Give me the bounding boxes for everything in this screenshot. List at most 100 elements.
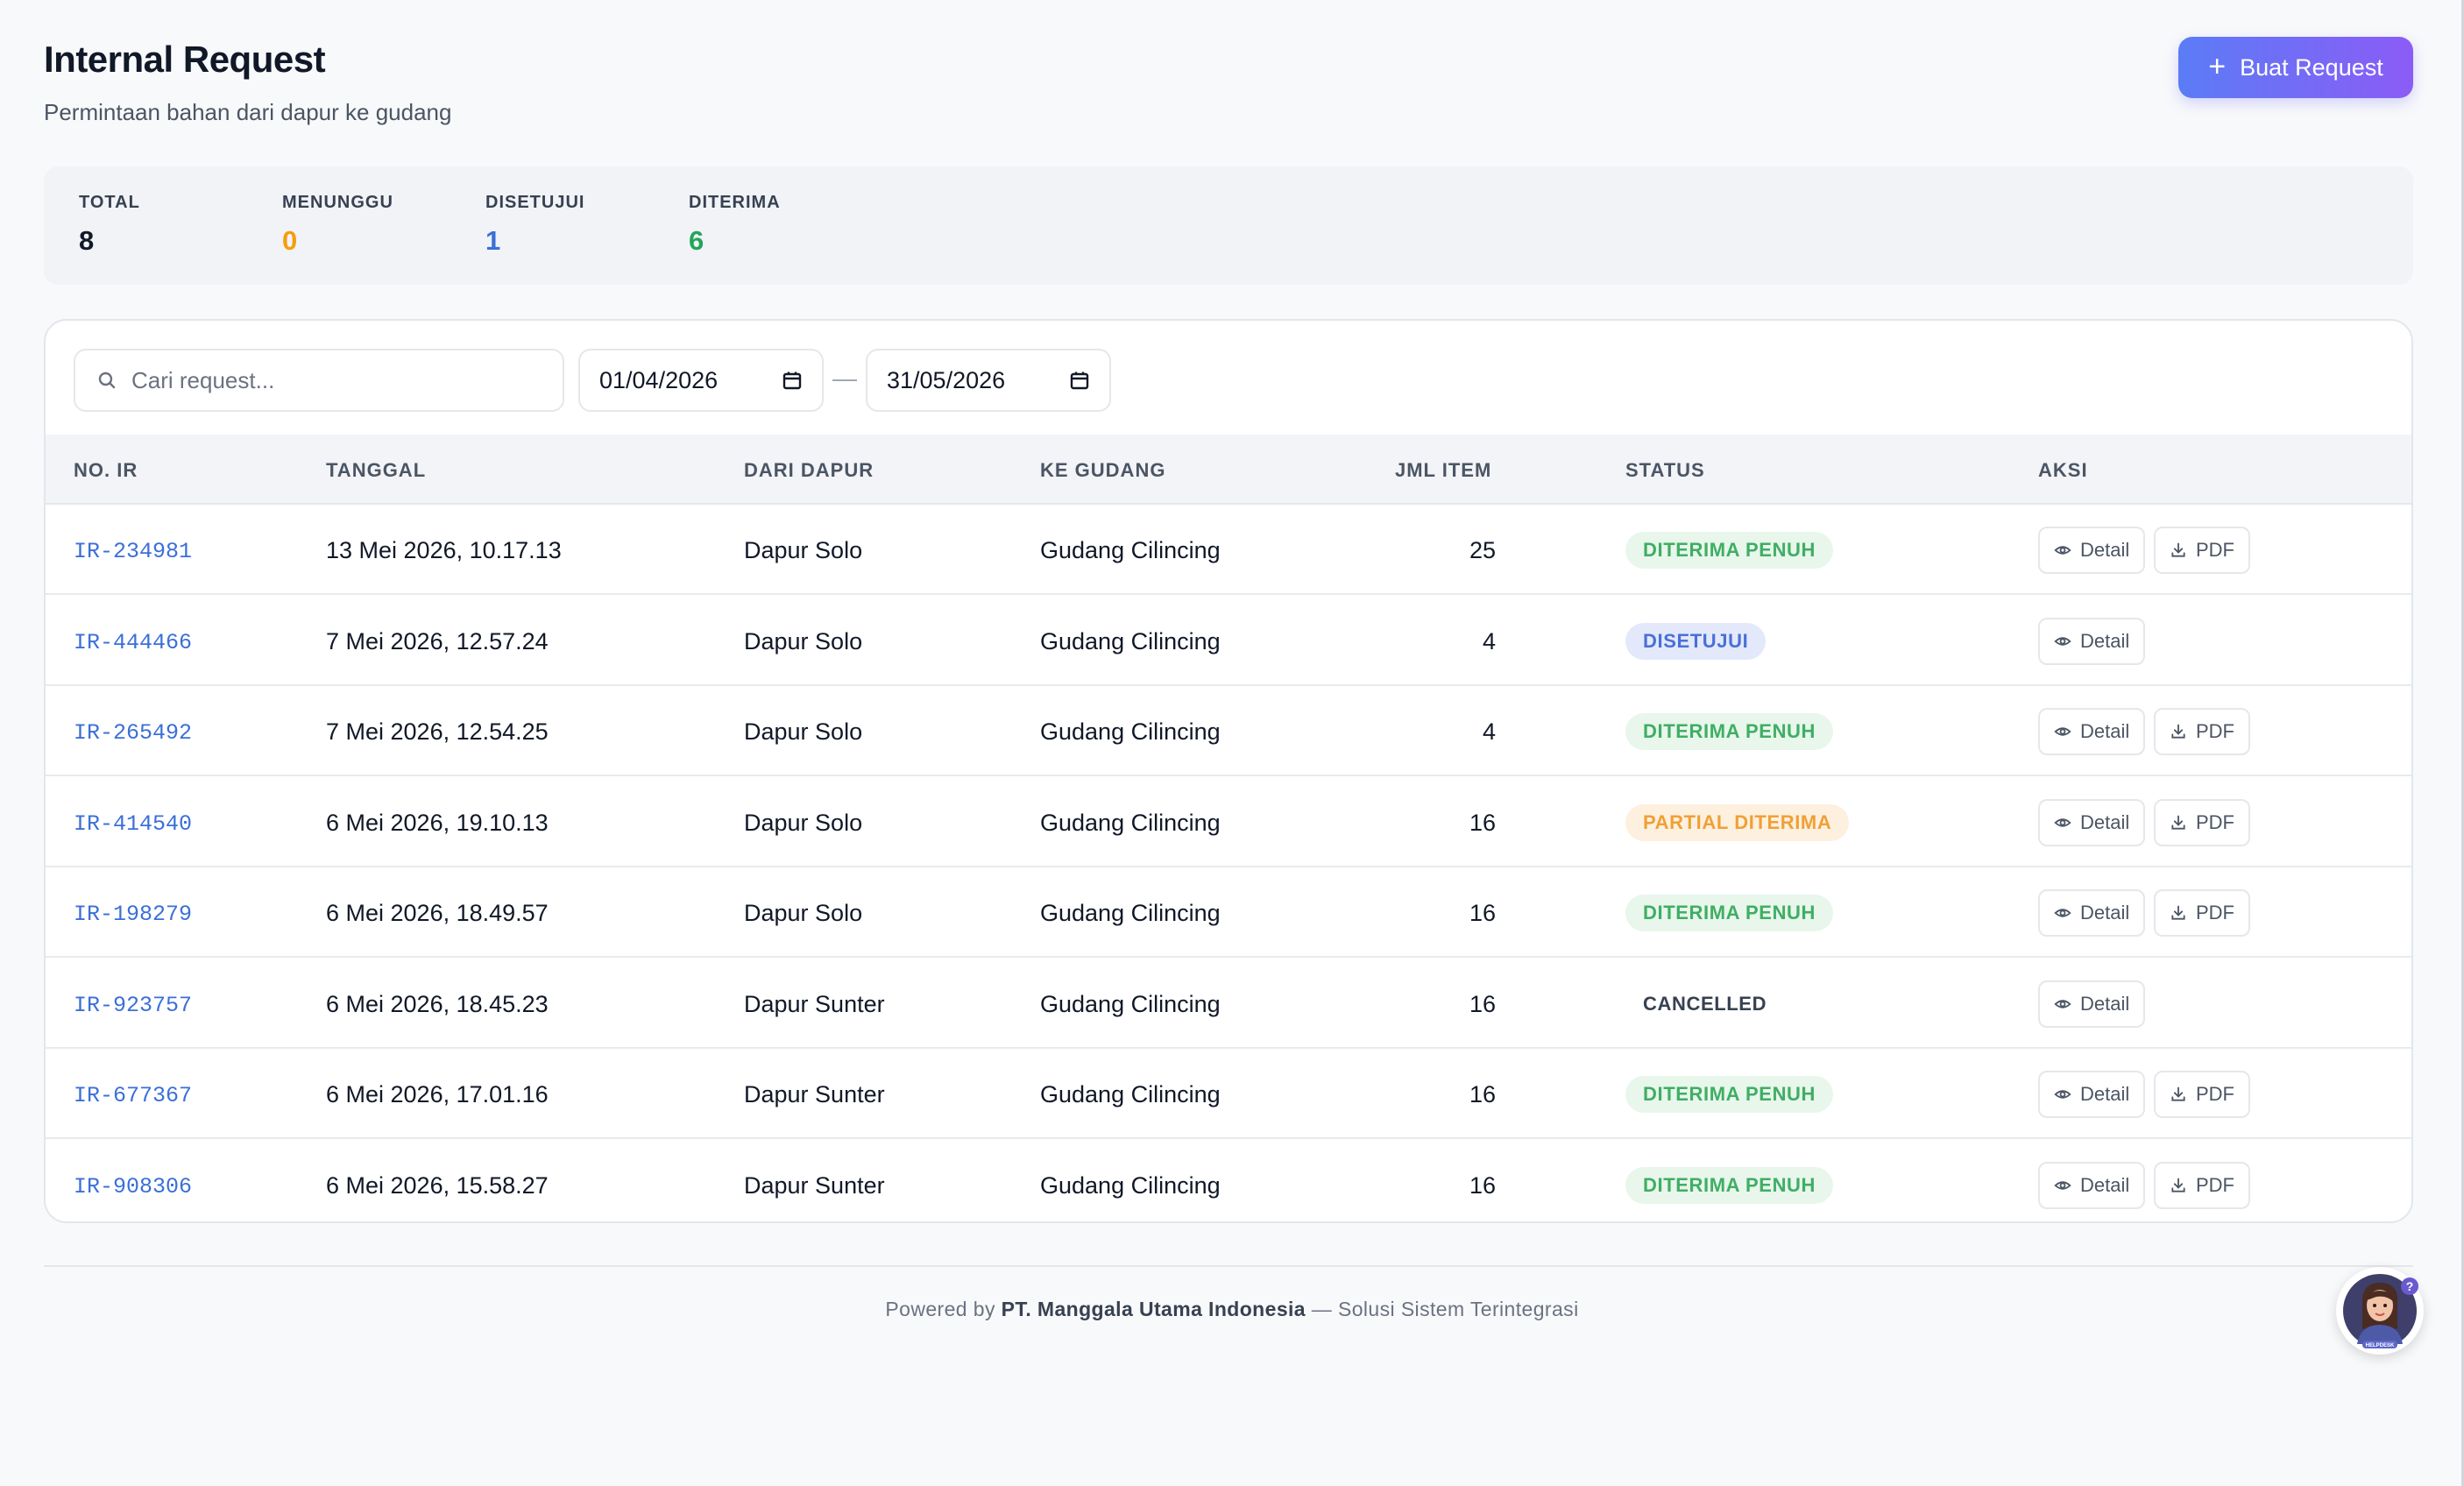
download-icon bbox=[2171, 1086, 2185, 1101]
stat-approved: DISETUJUI 1 bbox=[485, 193, 584, 257]
request-number-link[interactable]: IR-908306 bbox=[74, 1173, 193, 1199]
search-input[interactable] bbox=[131, 366, 535, 394]
detail-label: Detail bbox=[2080, 1173, 2130, 1196]
stats-summary: TOTAL 8 MENUNGGU 0 DISETUJUI 1 DITERIMA … bbox=[44, 166, 2413, 285]
helpdesk-question-badge: ? bbox=[2406, 1279, 2414, 1293]
from-kitchen: Dapur Sunter bbox=[744, 1081, 885, 1107]
item-count: 16 bbox=[1469, 1171, 1496, 1199]
to-warehouse: Gudang Cilincing bbox=[1040, 718, 1221, 745]
column-header: AKSI bbox=[2038, 459, 2088, 481]
to-warehouse: Gudang Cilincing bbox=[1040, 809, 1221, 836]
request-number-link[interactable]: IR-198279 bbox=[74, 902, 193, 927]
from-kitchen: Dapur Solo bbox=[744, 627, 863, 655]
table-row: IR-923757 6 Mei 2026, 18.45.23 Dapur Sunte… bbox=[46, 959, 2411, 1049]
status-badge: DITERIMA PENUH bbox=[1625, 1076, 1834, 1113]
column-header: DARI DAPUR bbox=[744, 459, 874, 481]
column-header: TANGGAL bbox=[326, 459, 427, 481]
pdf-button[interactable]: PDF bbox=[2154, 708, 2250, 755]
column-header: STATUS bbox=[1625, 459, 1705, 481]
detail-button[interactable]: Detail bbox=[2038, 889, 2146, 937]
column-header: JML ITEM bbox=[1395, 459, 1492, 481]
date-to-field[interactable]: 31/05/2026 bbox=[866, 349, 1111, 412]
detail-button[interactable]: Detail bbox=[2038, 527, 2146, 574]
item-count: 16 bbox=[1469, 809, 1496, 836]
pdf-label: PDF bbox=[2196, 539, 2234, 561]
detail-button[interactable]: Detail bbox=[2038, 708, 2146, 755]
pdf-button[interactable]: PDF bbox=[2154, 1161, 2250, 1209]
create-request-label: Buat Request bbox=[2240, 53, 2383, 81]
request-date: 7 Mei 2026, 12.54.25 bbox=[326, 718, 549, 745]
from-kitchen: Dapur Sunter bbox=[744, 1171, 885, 1199]
pdf-label: PDF bbox=[2196, 902, 2234, 923]
plus-icon: + bbox=[2208, 49, 2227, 83]
from-kitchen: Dapur Solo bbox=[744, 809, 863, 836]
request-number-link[interactable]: IR-265492 bbox=[74, 720, 193, 746]
stat-value: 8 bbox=[79, 225, 95, 256]
detail-label: Detail bbox=[2080, 720, 2130, 742]
detail-button[interactable]: Detail bbox=[2038, 1161, 2146, 1209]
pdf-label: PDF bbox=[2196, 810, 2234, 833]
status-badge: DITERIMA PENUH bbox=[1625, 713, 1834, 750]
footer-company[interactable]: PT. Manggala Utama Indonesia bbox=[1001, 1298, 1306, 1320]
request-date: 7 Mei 2026, 12.57.24 bbox=[326, 627, 549, 655]
table-row: IR-234981 13 Mei 2026, 10.17.13 Dapur Solo… bbox=[46, 505, 2411, 595]
download-icon bbox=[2171, 815, 2185, 830]
calendar-icon[interactable] bbox=[782, 370, 803, 391]
request-table-card: 01/04/2026 — 31/05/2026 NO. IR TANGGAL D… bbox=[44, 319, 2413, 1223]
pdf-label: PDF bbox=[2196, 1083, 2234, 1105]
item-count: 4 bbox=[1482, 718, 1496, 745]
detail-label: Detail bbox=[2080, 902, 2130, 923]
status-badge: PARTIAL DITERIMA bbox=[1625, 803, 1850, 841]
status-badge: DITERIMA PENUH bbox=[1625, 532, 1834, 569]
to-warehouse: Gudang Cilincing bbox=[1040, 900, 1221, 926]
helpdesk-button[interactable]: HELPDESK ? bbox=[2336, 1267, 2424, 1355]
stat-label: DISETUJUI bbox=[485, 193, 585, 212]
table-row: IR-414540 6 Mei 2026, 19.10.13 Dapur Solo G… bbox=[46, 777, 2411, 867]
pdf-label: PDF bbox=[2196, 1173, 2234, 1196]
from-kitchen: Dapur Solo bbox=[744, 537, 863, 563]
search-box[interactable] bbox=[74, 349, 564, 412]
page-subtitle: Permintaan bahan dari dapur ke gudang bbox=[44, 99, 452, 125]
stat-pending: MENUNGGU 0 bbox=[282, 193, 393, 257]
request-date: 6 Mei 2026, 19.10.13 bbox=[326, 809, 549, 836]
detail-button[interactable]: Detail bbox=[2038, 1071, 2146, 1118]
detail-button[interactable]: Detail bbox=[2038, 980, 2146, 1028]
eye-icon bbox=[2054, 1090, 2071, 1099]
item-count: 16 bbox=[1469, 900, 1496, 926]
request-number-link[interactable]: IR-923757 bbox=[74, 992, 193, 1018]
to-warehouse: Gudang Cilincing bbox=[1040, 990, 1221, 1017]
pdf-button[interactable]: PDF bbox=[2154, 889, 2250, 937]
request-number-link[interactable]: IR-234981 bbox=[74, 539, 193, 564]
stat-value: 0 bbox=[282, 225, 298, 256]
request-number-link[interactable]: IR-677367 bbox=[74, 1083, 193, 1108]
pdf-button[interactable]: PDF bbox=[2154, 798, 2250, 846]
table-row: IR-265492 7 Mei 2026, 12.54.25 Dapur Solo G… bbox=[46, 686, 2411, 776]
status-badge: DITERIMA PENUH bbox=[1625, 1166, 1834, 1204]
eye-icon bbox=[2054, 1180, 2071, 1190]
create-request-button[interactable]: + Buat Request bbox=[2178, 37, 2413, 98]
status-badge: DITERIMA PENUH bbox=[1625, 895, 1834, 931]
from-kitchen: Dapur Solo bbox=[744, 718, 863, 745]
helpdesk-avatar-icon: HELPDESK ? bbox=[2343, 1274, 2418, 1348]
date-from-field[interactable]: 01/04/2026 bbox=[578, 349, 824, 412]
window-edge bbox=[2461, 0, 2464, 1486]
stat-value: 6 bbox=[689, 225, 705, 256]
from-kitchen: Dapur Solo bbox=[744, 900, 863, 926]
detail-button[interactable]: Detail bbox=[2038, 798, 2146, 846]
detail-button[interactable]: Detail bbox=[2038, 617, 2146, 665]
pdf-label: PDF bbox=[2196, 720, 2234, 742]
stat-label: TOTAL bbox=[79, 193, 140, 212]
stat-label: MENUNGGU bbox=[282, 193, 393, 212]
request-number-link[interactable]: IR-414540 bbox=[74, 810, 193, 837]
table-header: NO. IR TANGGAL DARI DAPUR KE GUDANG JML … bbox=[46, 435, 2411, 505]
request-number-link[interactable]: IR-444466 bbox=[74, 629, 193, 655]
footer-prefix: Powered by bbox=[885, 1298, 995, 1320]
eye-icon bbox=[2054, 727, 2071, 736]
calendar-icon[interactable] bbox=[1069, 370, 1090, 391]
pdf-button[interactable]: PDF bbox=[2154, 1071, 2250, 1118]
search-icon bbox=[98, 372, 116, 389]
detail-label: Detail bbox=[2080, 810, 2130, 833]
eye-icon bbox=[2054, 999, 2071, 1008]
pdf-button[interactable]: PDF bbox=[2154, 527, 2250, 574]
